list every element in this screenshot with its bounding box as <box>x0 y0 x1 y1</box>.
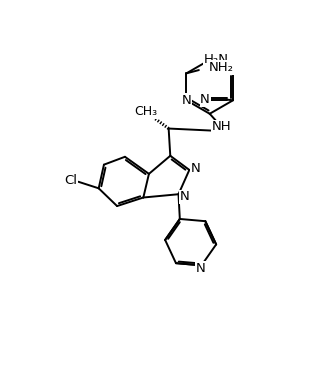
Text: N: N <box>180 190 189 203</box>
Text: N: N <box>205 53 214 67</box>
Text: NH₂: NH₂ <box>209 61 234 74</box>
Text: N: N <box>200 93 210 106</box>
Text: Cl: Cl <box>64 174 77 187</box>
Text: N: N <box>196 261 206 275</box>
Text: N: N <box>181 94 191 107</box>
Text: NH: NH <box>212 120 232 134</box>
Text: H₂N: H₂N <box>204 53 229 66</box>
Text: N: N <box>190 162 200 175</box>
Text: CH₃: CH₃ <box>134 105 157 118</box>
